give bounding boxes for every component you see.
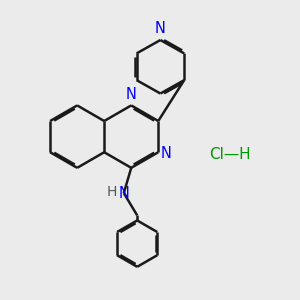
- Text: N: N: [155, 22, 166, 37]
- Text: Cl—H: Cl—H: [209, 147, 251, 162]
- Text: H: H: [106, 184, 116, 199]
- Text: N: N: [119, 186, 130, 201]
- Text: N: N: [160, 146, 172, 161]
- Text: N: N: [126, 87, 137, 102]
